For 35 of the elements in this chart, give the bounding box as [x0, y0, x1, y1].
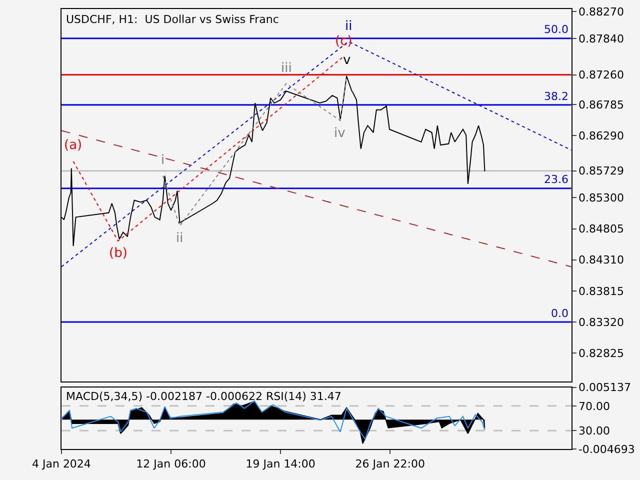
y-tick-label: 0.86785 [578, 98, 624, 112]
annotation: 50.0 [544, 23, 568, 36]
y-tick-label: 0.88270 [578, 5, 624, 18]
y-tick-label: 0.84805 [578, 222, 624, 236]
y2-tick-label: 30.00 [578, 424, 610, 438]
y-tick-label: 0.84310 [578, 254, 624, 267]
annotation: 23.6 [544, 173, 568, 186]
y-tick-label: 0.85729 [578, 164, 624, 178]
y-tick-label: 0.83320 [578, 316, 624, 329]
y-tick-label: 0.87260 [578, 68, 624, 82]
y-tick-label: 0.005137 [578, 381, 631, 394]
y-tick-label: 0.82825 [578, 346, 624, 360]
y-tick-label: 0.87840 [578, 32, 624, 46]
y-tick-label: 0.86290 [578, 129, 624, 142]
annotation: iv [334, 126, 346, 141]
x-tick-label: 12 Jan 06:00 [136, 457, 206, 470]
annotation: ii [176, 231, 184, 246]
x-tick-label: 19 Jan 14:00 [246, 457, 316, 470]
annotation: iii [281, 61, 292, 76]
chart-title: USDCHF, H1: US Dollar vs Swiss Franc [66, 13, 279, 26]
y-tick-label: 0.85300 [578, 192, 624, 205]
annotation: ii [345, 19, 352, 34]
annotation: v [343, 53, 351, 68]
annotation: (b) [109, 246, 128, 261]
y-tick-label: 0.83815 [578, 284, 624, 298]
y-tick-label: -0.004693 [578, 443, 635, 456]
annotation: 38.2 [544, 90, 568, 103]
x-tick-label: 4 Jan 2024 [32, 457, 91, 470]
annotation: 0.0 [551, 307, 568, 320]
y2-tick-label: 70.00 [578, 400, 610, 413]
annotation: (a) [64, 138, 82, 153]
line-series [162, 76, 348, 226]
x-tick-label: 26 Jan 22:00 [355, 457, 425, 470]
chart-title: MACD(5,34,5) -0.002187 -0.000622 RSI(14) 31.47 [66, 390, 342, 403]
annotation: i [161, 153, 165, 168]
